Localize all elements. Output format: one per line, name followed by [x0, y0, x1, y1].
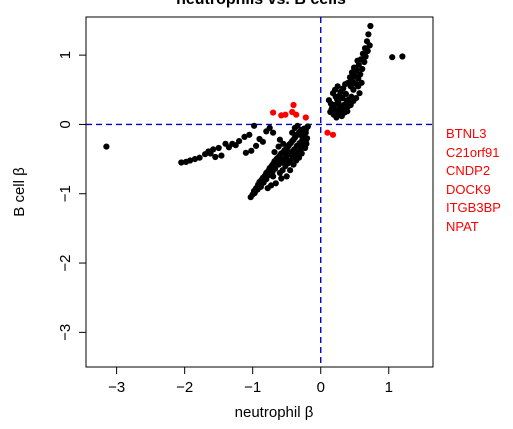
gene-label: ITGB3BP	[446, 200, 501, 216]
data-point	[191, 156, 198, 163]
data-point	[351, 64, 358, 71]
data-point	[365, 31, 372, 38]
data-point	[236, 138, 243, 145]
data-point	[361, 58, 368, 66]
data-point	[276, 136, 283, 143]
data-point	[212, 153, 219, 161]
data-point	[253, 142, 260, 149]
data-point	[246, 131, 253, 138]
data-point	[389, 54, 396, 61]
y-tick-label: −2	[57, 254, 74, 271]
data-point	[270, 173, 277, 180]
data-point	[359, 65, 366, 73]
data-point	[187, 157, 194, 164]
data-point	[271, 149, 278, 156]
data-points	[103, 22, 406, 201]
data-point	[336, 92, 343, 99]
y-axis: −3 −2 −1 0 1	[57, 51, 87, 341]
y-tick-label: −1	[57, 185, 74, 202]
data-point	[358, 79, 365, 86]
data-point	[342, 90, 349, 97]
data-point	[302, 144, 309, 152]
highlighted-data-point	[290, 101, 297, 109]
data-point	[283, 173, 290, 180]
plot-frame	[85, 16, 434, 368]
data-point	[354, 57, 361, 64]
data-point	[251, 122, 258, 129]
y-axis-title: B cell β	[11, 167, 28, 217]
data-point	[364, 47, 371, 55]
gene-label: CNDP2	[446, 163, 491, 179]
data-point	[196, 154, 203, 161]
y-tick-label: 0	[57, 120, 74, 128]
data-point	[302, 126, 309, 134]
data-point	[347, 101, 354, 109]
data-point	[287, 167, 294, 174]
x-tick-label: 0	[317, 379, 325, 396]
data-point	[282, 159, 289, 166]
x-axis-title: neutrophil β	[235, 404, 314, 421]
data-point	[331, 101, 338, 109]
data-point	[241, 133, 248, 140]
data-point	[266, 124, 273, 131]
data-point	[366, 42, 373, 49]
data-point	[272, 180, 279, 187]
data-point	[270, 129, 277, 136]
data-point	[334, 83, 341, 90]
gene-label: NPAT	[446, 219, 479, 234]
data-point	[272, 165, 279, 172]
data-point	[294, 122, 301, 129]
data-point	[242, 149, 249, 156]
gene-label: DOCK9	[446, 181, 491, 197]
highlighted-data-point	[329, 131, 337, 138]
data-point	[178, 159, 185, 166]
data-point	[399, 53, 406, 60]
highlighted-data-point	[282, 111, 289, 118]
data-point	[218, 152, 225, 159]
x-tick-label: −2	[176, 379, 193, 396]
data-point	[278, 175, 285, 182]
data-point	[342, 81, 349, 88]
data-point	[259, 138, 266, 145]
data-point	[248, 147, 255, 154]
gene-label: C21orf91	[446, 144, 500, 160]
data-point	[362, 53, 369, 60]
data-point	[293, 157, 300, 164]
data-point	[356, 90, 363, 97]
gene-label: BTNL3	[446, 126, 487, 141]
x-tick-label: 1	[385, 379, 393, 396]
reference-lines	[86, 17, 433, 367]
data-point	[225, 144, 232, 151]
highlighted-data-point	[324, 129, 331, 136]
x-axis: −3 −2 −1 0 1	[108, 366, 393, 396]
highlighted-data-point	[302, 114, 309, 121]
data-point	[215, 144, 222, 152]
data-point	[275, 143, 282, 150]
data-point	[232, 142, 239, 149]
x-tick-label: −1	[244, 379, 261, 396]
x-tick-label: −3	[108, 379, 125, 396]
highlighted-data-point	[293, 111, 300, 118]
data-point	[357, 71, 364, 78]
data-point	[348, 69, 356, 76]
data-point	[367, 22, 374, 30]
data-point	[300, 131, 307, 138]
data-point	[280, 140, 287, 147]
chart-title: neutrophils vs. B cells	[176, 0, 346, 8]
data-point	[268, 182, 275, 189]
data-point	[289, 129, 296, 136]
highlighted-data-point	[270, 109, 277, 116]
y-tick-label: 1	[57, 51, 74, 59]
data-point	[350, 86, 357, 93]
data-point	[103, 143, 110, 150]
y-tick-label: −3	[57, 324, 74, 341]
data-point	[346, 74, 354, 81]
data-point	[207, 150, 214, 157]
data-point	[344, 108, 351, 115]
